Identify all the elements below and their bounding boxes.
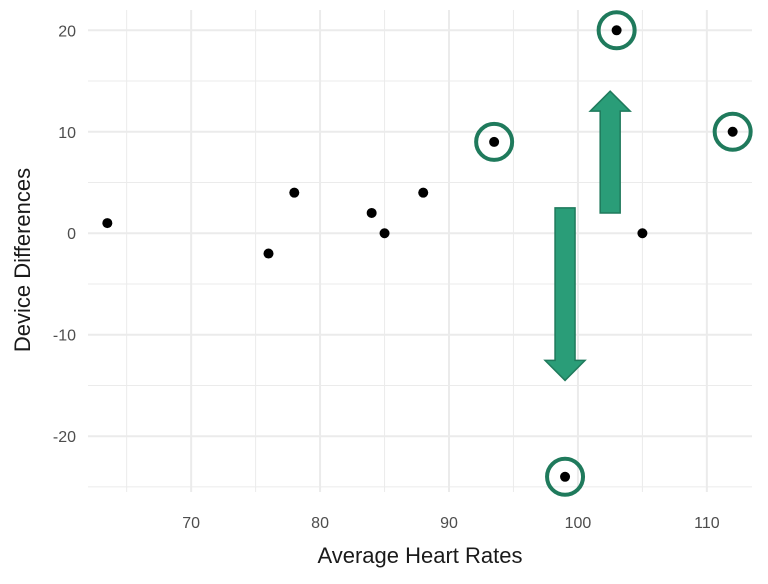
data-point xyxy=(263,248,274,259)
x-axis-title: Average Heart Rates xyxy=(317,543,522,568)
x-axis-ticks: 70 80 90 100 110 xyxy=(182,515,719,532)
data-point xyxy=(102,218,113,229)
data-point xyxy=(727,126,738,137)
grid-lines xyxy=(88,10,752,492)
highlight-circle xyxy=(474,121,515,162)
x-tick-label: 80 xyxy=(311,515,329,532)
data-point xyxy=(611,25,622,36)
annotations xyxy=(474,10,753,497)
data-point xyxy=(366,207,377,218)
highlight-circle xyxy=(596,10,637,51)
y-tick-label: -10 xyxy=(53,328,76,345)
highlight-circle xyxy=(545,456,586,497)
data-point xyxy=(379,228,390,239)
down-arrow xyxy=(543,207,587,382)
highlight-circle xyxy=(712,111,753,152)
y-axis-ticks: -20 -10 0 10 20 xyxy=(53,23,76,446)
x-tick-label: 100 xyxy=(565,515,592,532)
data-point xyxy=(418,187,429,198)
up-arrow xyxy=(588,90,632,214)
y-tick-label: 10 xyxy=(58,125,76,142)
x-tick-label: 70 xyxy=(182,515,200,532)
x-tick-label: 110 xyxy=(694,515,720,532)
data-point xyxy=(560,471,571,482)
y-axis-title: Device Differences xyxy=(10,168,35,352)
y-tick-label: -20 xyxy=(53,429,76,446)
data-points xyxy=(102,25,738,482)
data-point xyxy=(489,136,500,147)
x-tick-label: 90 xyxy=(440,515,458,532)
data-point xyxy=(637,228,648,239)
y-tick-label: 20 xyxy=(58,23,76,40)
y-tick-label: 0 xyxy=(67,226,76,243)
data-point xyxy=(289,187,300,198)
